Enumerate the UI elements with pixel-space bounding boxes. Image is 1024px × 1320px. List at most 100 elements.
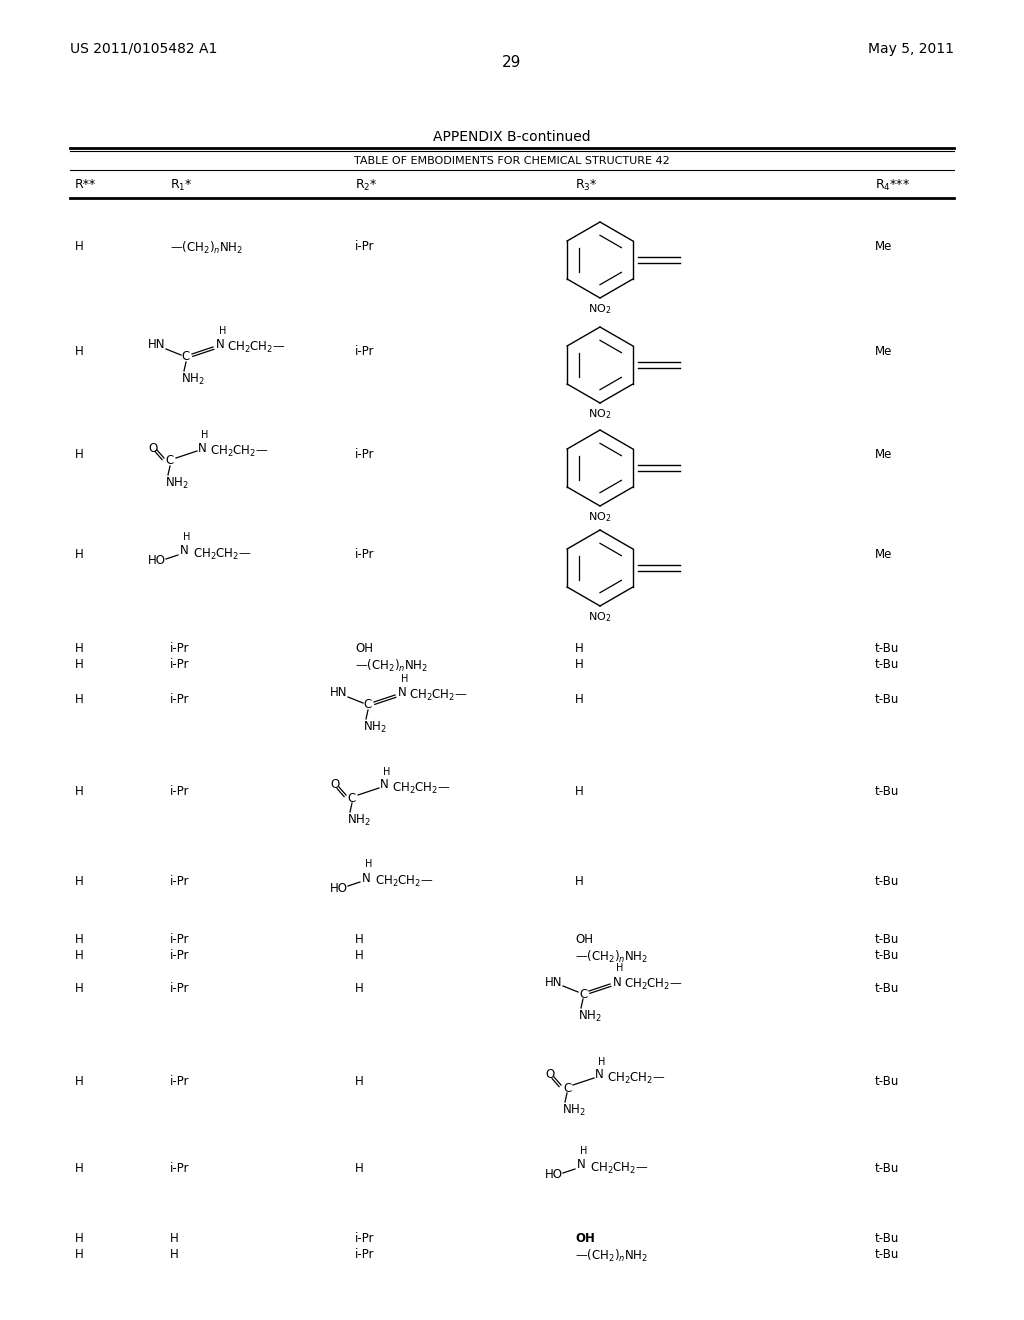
Text: OH: OH (575, 1232, 595, 1245)
Text: NH$_2$: NH$_2$ (362, 719, 387, 734)
Text: t-Bu: t-Bu (874, 642, 899, 655)
Text: C: C (348, 792, 356, 804)
Text: H: H (75, 1162, 84, 1175)
Text: C: C (182, 351, 190, 363)
Text: CH$_2$CH$_2$—: CH$_2$CH$_2$— (590, 1160, 648, 1176)
Text: —(CH$_2$)$_n$NH$_2$: —(CH$_2$)$_n$NH$_2$ (170, 240, 243, 256)
Text: t-Bu: t-Bu (874, 657, 899, 671)
Text: t-Bu: t-Bu (874, 1247, 899, 1261)
Text: HO: HO (545, 1168, 563, 1181)
Text: APPENDIX B-continued: APPENDIX B-continued (433, 129, 591, 144)
Text: H: H (75, 1247, 84, 1261)
Text: N: N (595, 1068, 604, 1081)
Text: NO$_2$: NO$_2$ (589, 610, 611, 624)
Text: H: H (75, 1074, 84, 1088)
Text: NH$_2$: NH$_2$ (578, 1008, 602, 1023)
Text: H: H (75, 949, 84, 962)
Text: CH$_2$CH$_2$—: CH$_2$CH$_2$— (392, 780, 451, 796)
Text: i-Pr: i-Pr (170, 1074, 189, 1088)
Text: H: H (355, 949, 364, 962)
Text: —(CH$_2$)$_n$NH$_2$: —(CH$_2$)$_n$NH$_2$ (575, 1247, 648, 1265)
Text: H: H (201, 430, 208, 440)
Text: H: H (75, 875, 84, 888)
Text: 29: 29 (503, 55, 521, 70)
Text: NH$_2$: NH$_2$ (562, 1102, 586, 1118)
Text: HN: HN (545, 975, 562, 989)
Text: i-Pr: i-Pr (170, 933, 189, 946)
Text: H: H (365, 859, 373, 869)
Text: HN: HN (148, 338, 166, 351)
Text: H: H (75, 933, 84, 946)
Text: OH: OH (355, 642, 373, 655)
Text: i-Pr: i-Pr (355, 447, 375, 461)
Text: H: H (383, 767, 390, 777)
Text: i-Pr: i-Pr (170, 875, 189, 888)
Text: N: N (198, 441, 207, 454)
Text: —(CH$_2$)$_n$NH$_2$: —(CH$_2$)$_n$NH$_2$ (575, 949, 648, 965)
Text: HO: HO (330, 882, 348, 895)
Text: C: C (579, 987, 587, 1001)
Text: i-Pr: i-Pr (170, 657, 189, 671)
Text: H: H (355, 933, 364, 946)
Text: i-Pr: i-Pr (355, 345, 375, 358)
Text: C: C (563, 1081, 571, 1094)
Text: H: H (75, 693, 84, 706)
Text: Me: Me (874, 447, 892, 461)
Text: N: N (380, 779, 389, 792)
Text: H: H (401, 675, 409, 684)
Text: HO: HO (148, 554, 166, 568)
Text: R$_4$***: R$_4$*** (874, 178, 910, 193)
Text: t-Bu: t-Bu (874, 949, 899, 962)
Text: R$_2$*: R$_2$* (355, 178, 378, 193)
Text: CH$_2$CH$_2$—: CH$_2$CH$_2$— (375, 874, 433, 888)
Text: H: H (575, 657, 584, 671)
Text: CH$_2$CH$_2$—: CH$_2$CH$_2$— (227, 339, 286, 355)
Text: Me: Me (874, 548, 892, 561)
Text: i-Pr: i-Pr (355, 548, 375, 561)
Text: H: H (580, 1146, 588, 1156)
Text: CH$_2$CH$_2$—: CH$_2$CH$_2$— (409, 688, 468, 702)
Text: C: C (364, 698, 372, 711)
Text: C: C (166, 454, 174, 467)
Text: i-Pr: i-Pr (170, 642, 189, 655)
Text: i-Pr: i-Pr (355, 240, 375, 253)
Text: N: N (362, 871, 371, 884)
Text: H: H (355, 1074, 364, 1088)
Text: H: H (355, 1162, 364, 1175)
Text: N: N (398, 686, 407, 700)
Text: Me: Me (874, 240, 892, 253)
Text: H: H (75, 345, 84, 358)
Text: Me: Me (874, 345, 892, 358)
Text: t-Bu: t-Bu (874, 933, 899, 946)
Text: H: H (75, 240, 84, 253)
Text: i-Pr: i-Pr (170, 982, 189, 995)
Text: NO$_2$: NO$_2$ (589, 407, 611, 421)
Text: —(CH$_2$)$_n$NH$_2$: —(CH$_2$)$_n$NH$_2$ (355, 657, 428, 675)
Text: NO$_2$: NO$_2$ (589, 510, 611, 524)
Text: t-Bu: t-Bu (874, 1232, 899, 1245)
Text: TABLE OF EMBODIMENTS FOR CHEMICAL STRUCTURE 42: TABLE OF EMBODIMENTS FOR CHEMICAL STRUCT… (354, 156, 670, 166)
Text: H: H (75, 657, 84, 671)
Text: i-Pr: i-Pr (170, 949, 189, 962)
Text: H: H (75, 447, 84, 461)
Text: H: H (75, 785, 84, 799)
Text: R$_1$*: R$_1$* (170, 178, 193, 193)
Text: H: H (75, 982, 84, 995)
Text: CH$_2$CH$_2$—: CH$_2$CH$_2$— (210, 444, 268, 458)
Text: t-Bu: t-Bu (874, 1162, 899, 1175)
Text: H: H (75, 548, 84, 561)
Text: i-Pr: i-Pr (170, 1162, 189, 1175)
Text: i-Pr: i-Pr (355, 1232, 375, 1245)
Text: NH$_2$: NH$_2$ (181, 371, 205, 387)
Text: i-Pr: i-Pr (170, 785, 189, 799)
Text: H: H (75, 1232, 84, 1245)
Text: i-Pr: i-Pr (170, 693, 189, 706)
Text: CH$_2$CH$_2$—: CH$_2$CH$_2$— (193, 546, 252, 561)
Text: OH: OH (575, 933, 593, 946)
Text: H: H (75, 642, 84, 655)
Text: H: H (575, 785, 584, 799)
Text: May 5, 2011: May 5, 2011 (868, 42, 954, 55)
Text: US 2011/0105482 A1: US 2011/0105482 A1 (70, 42, 217, 55)
Text: H: H (598, 1057, 605, 1067)
Text: NH$_2$: NH$_2$ (347, 812, 371, 828)
